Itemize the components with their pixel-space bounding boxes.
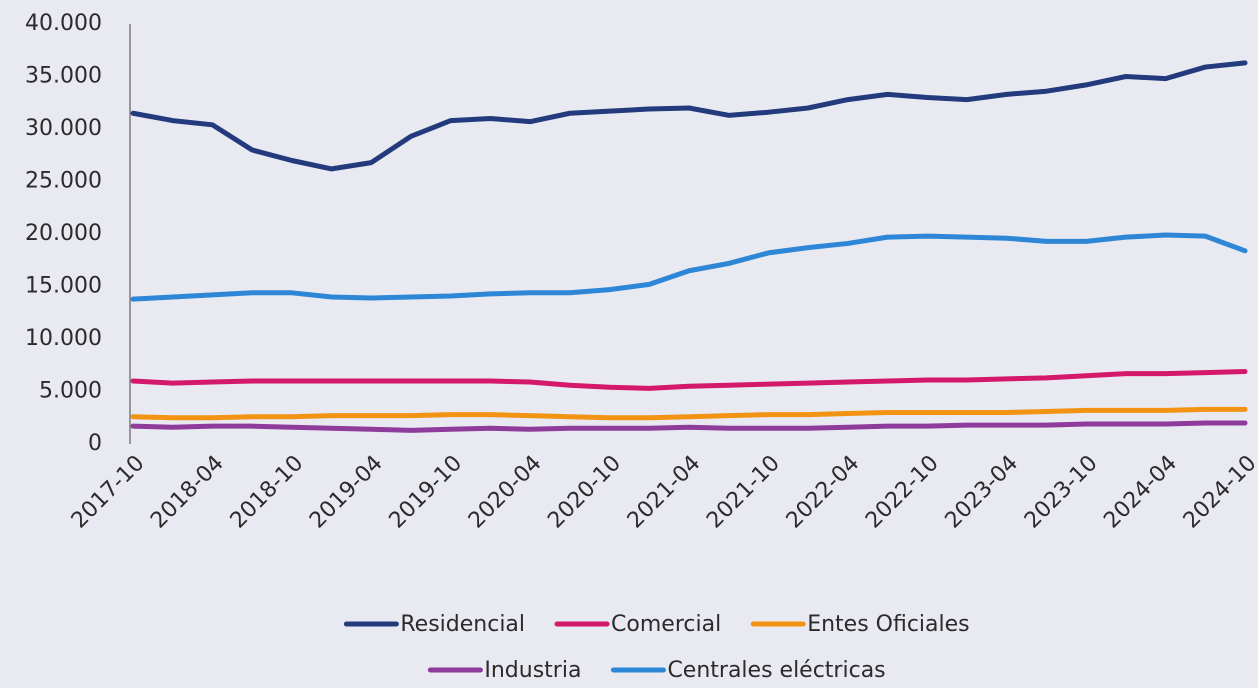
y-tick-label: 35.000 [25,64,102,89]
legend-item: Residencial [343,612,525,637]
series-line [130,420,1248,433]
legend-item: Centrales eléctricas [610,658,886,683]
y-tick-label: 0 [88,431,102,456]
legend-label: Entes Oficiales [807,612,969,637]
y-tick-label: 15.000 [25,274,102,299]
y-tick-label: 40.000 [25,11,102,36]
x-tick-label: 2024-10 [1179,451,1258,534]
y-tick-label: 5.000 [39,379,102,404]
x-tick-label: 2021-10 [702,451,785,534]
series-line [130,406,1248,421]
legend-label: Comercial [611,612,721,637]
x-tick-label: 2023-10 [1020,451,1103,534]
series-line [130,232,1248,302]
x-tick-label: 2022-10 [861,451,944,534]
legend-item: Industria [427,658,581,683]
y-tick-label: 30.000 [25,116,102,141]
x-tick-label: 2020-10 [543,451,626,534]
legend-item: Comercial [554,612,721,637]
x-tick-label: 2017-10 [67,451,150,534]
legend-label: Residencial [400,612,525,637]
x-tick-label: 2018-10 [226,451,309,534]
x-tick-label: 2021-04 [623,451,706,534]
x-tick-label: 2024-04 [1099,451,1182,534]
x-tick-label: 2022-04 [782,451,865,534]
y-tick-label: 25.000 [25,169,102,194]
x-tick-label: 2019-04 [305,451,388,534]
y-tick-label: 10.000 [25,326,102,351]
x-tick-label: 2020-04 [464,451,547,534]
x-tick-label: 2018-04 [146,451,229,534]
legend-label: Centrales eléctricas [667,658,885,683]
legend-item: Entes Oficiales [750,612,970,637]
x-tick-label: 2019-10 [385,451,468,534]
y-tick-label: 20.000 [25,221,102,246]
series-line [130,369,1248,391]
x-tick-label: 2023-04 [941,451,1024,534]
series-line [130,60,1248,172]
legend-label: Industria [484,658,581,683]
